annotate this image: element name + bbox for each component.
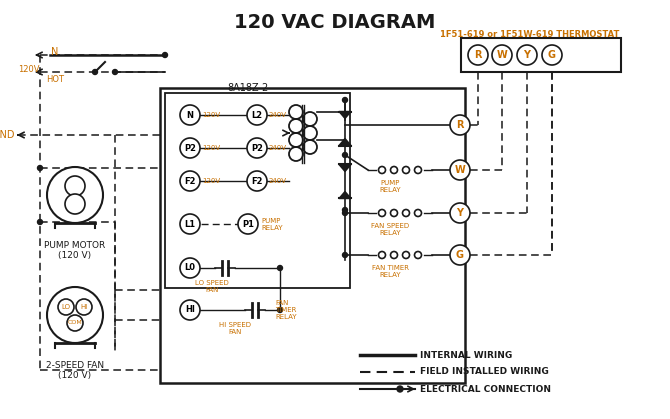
Text: L1: L1 [184, 220, 196, 228]
Circle shape [450, 160, 470, 180]
Text: PUMP MOTOR
(120 V): PUMP MOTOR (120 V) [44, 241, 106, 260]
Circle shape [247, 105, 267, 125]
Circle shape [342, 153, 348, 158]
Text: 240V: 240V [269, 145, 287, 151]
Circle shape [38, 220, 42, 225]
Text: INTERNAL WIRING: INTERNAL WIRING [420, 351, 513, 360]
Text: F2: F2 [251, 176, 263, 186]
Circle shape [163, 52, 168, 57]
Text: Y: Y [456, 208, 464, 218]
Text: GND: GND [0, 130, 15, 140]
Circle shape [492, 45, 512, 65]
Circle shape [450, 115, 470, 135]
Text: 8A18Z-2: 8A18Z-2 [227, 83, 269, 93]
Circle shape [180, 105, 200, 125]
Text: 120 VAC DIAGRAM: 120 VAC DIAGRAM [234, 13, 436, 32]
Text: LO SPEED
FAN: LO SPEED FAN [195, 280, 229, 293]
Circle shape [76, 299, 92, 315]
Text: HI: HI [185, 305, 195, 315]
Circle shape [342, 210, 348, 215]
Text: HI: HI [80, 304, 88, 310]
Circle shape [247, 138, 267, 158]
Text: 240V: 240V [269, 178, 287, 184]
Text: 120V: 120V [202, 145, 220, 151]
Circle shape [92, 70, 98, 75]
Text: 120V: 120V [18, 65, 40, 74]
Circle shape [47, 287, 103, 343]
Text: PUMP
RELAY: PUMP RELAY [261, 218, 283, 231]
Circle shape [397, 386, 403, 392]
Circle shape [542, 45, 562, 65]
Text: ELECTRICAL CONNECTION: ELECTRICAL CONNECTION [420, 385, 551, 393]
Polygon shape [339, 111, 351, 119]
Text: 2-SPEED FAN
(120 V): 2-SPEED FAN (120 V) [46, 361, 104, 380]
Circle shape [450, 245, 470, 265]
Text: FAN TIMER
RELAY: FAN TIMER RELAY [371, 265, 409, 278]
Circle shape [277, 308, 283, 313]
Text: W: W [496, 50, 507, 60]
Polygon shape [339, 191, 351, 199]
Circle shape [247, 171, 267, 191]
Circle shape [38, 166, 42, 171]
Text: P2: P2 [251, 143, 263, 153]
Text: R: R [456, 120, 464, 130]
Circle shape [67, 315, 83, 331]
Text: FAN
TIMER
RELAY: FAN TIMER RELAY [275, 300, 297, 320]
Text: N: N [186, 111, 194, 119]
Text: PUMP
RELAY: PUMP RELAY [379, 180, 401, 193]
Text: L2: L2 [251, 111, 263, 119]
Polygon shape [339, 165, 351, 171]
Text: FIELD INSTALLED WIRING: FIELD INSTALLED WIRING [420, 367, 549, 377]
Circle shape [517, 45, 537, 65]
Circle shape [58, 299, 74, 315]
Circle shape [450, 203, 470, 223]
Polygon shape [339, 139, 351, 145]
Circle shape [180, 258, 200, 278]
Circle shape [342, 98, 348, 103]
Text: HOT: HOT [46, 75, 64, 84]
Circle shape [180, 138, 200, 158]
Text: F2: F2 [184, 176, 196, 186]
Text: G: G [456, 250, 464, 260]
Circle shape [180, 214, 200, 234]
Text: L0: L0 [184, 264, 196, 272]
Text: G: G [548, 50, 556, 60]
Circle shape [238, 214, 258, 234]
Text: Y: Y [523, 50, 531, 60]
Bar [165, 93, 350, 288]
Circle shape [468, 45, 488, 65]
Text: FAN SPEED
RELAY: FAN SPEED RELAY [371, 223, 409, 236]
Text: R: R [474, 50, 482, 60]
Circle shape [47, 167, 103, 223]
Text: LO: LO [62, 304, 70, 310]
Text: 120V: 120V [202, 178, 220, 184]
Circle shape [342, 253, 348, 258]
Text: W: W [455, 165, 466, 175]
Text: 1F51-619 or 1F51W-619 THERMOSTAT: 1F51-619 or 1F51W-619 THERMOSTAT [440, 30, 620, 39]
Circle shape [65, 176, 85, 196]
Text: P2: P2 [184, 143, 196, 153]
Text: COM: COM [68, 321, 82, 326]
Bar [461, 38, 621, 72]
Text: 120V: 120V [202, 112, 220, 118]
Text: N: N [52, 47, 59, 57]
Text: HI SPEED
FAN: HI SPEED FAN [219, 322, 251, 335]
Text: P1: P1 [242, 220, 254, 228]
Circle shape [65, 194, 85, 214]
Circle shape [180, 171, 200, 191]
Circle shape [180, 300, 200, 320]
Text: 240V: 240V [269, 112, 287, 118]
Bar [160, 88, 465, 383]
Circle shape [277, 266, 283, 271]
Circle shape [342, 207, 348, 212]
Circle shape [113, 70, 117, 75]
